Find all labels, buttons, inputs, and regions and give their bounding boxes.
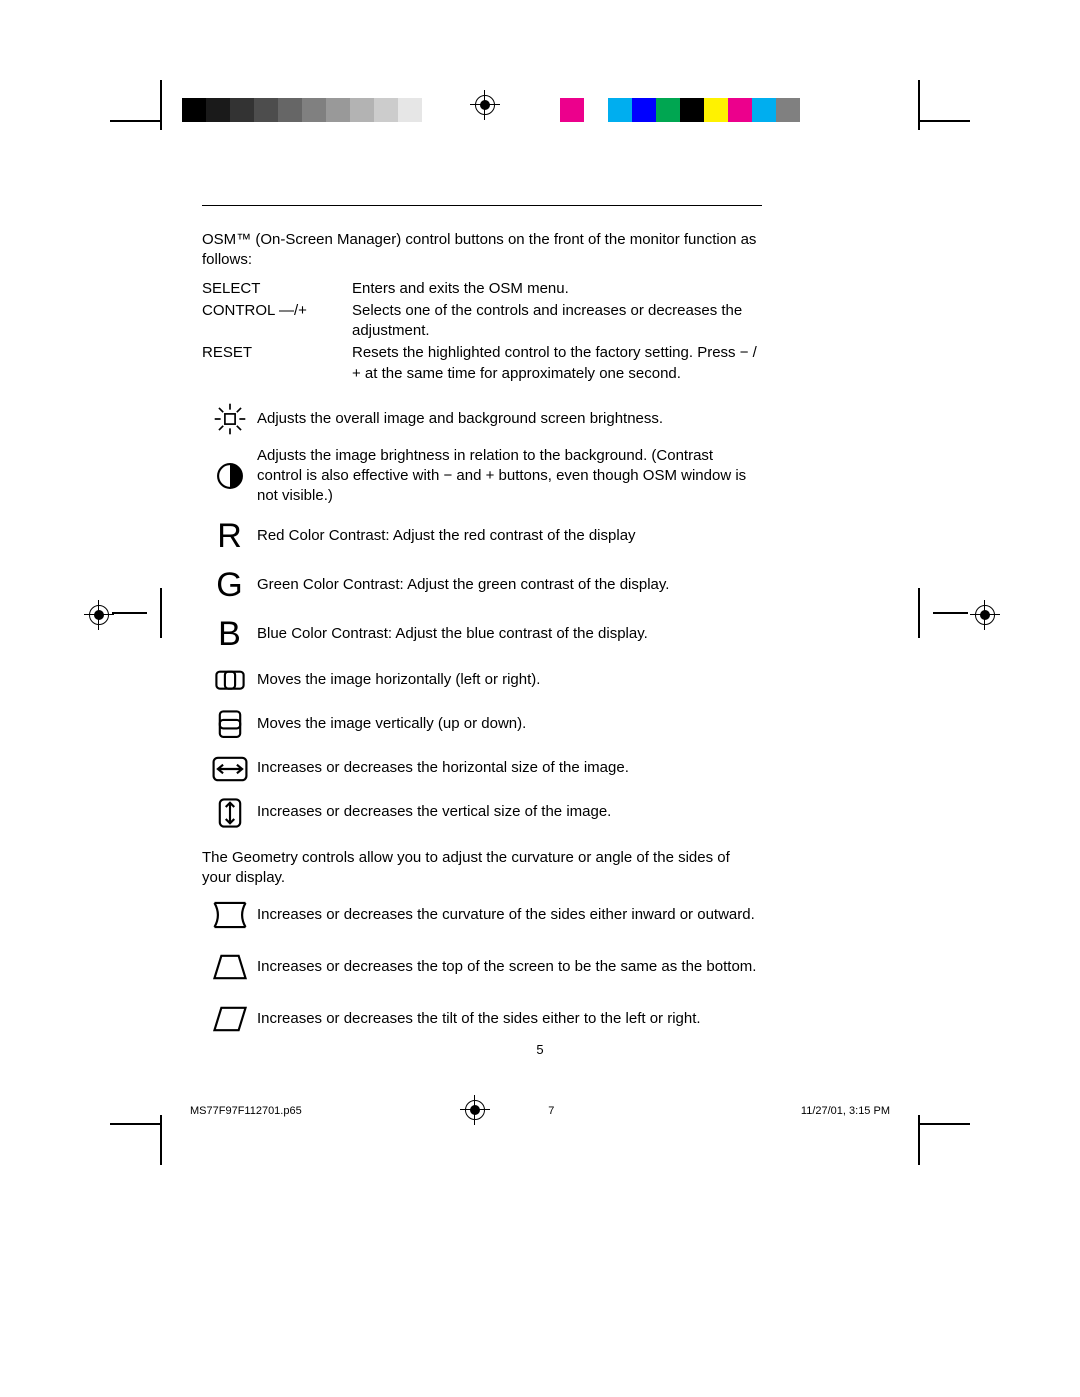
- row-green: G Green Color Contrast: Adjust the green…: [202, 566, 762, 605]
- row-contrast: Adjusts the image brightness in relation…: [202, 446, 762, 507]
- trapezoid-icon: [202, 950, 257, 984]
- row-v-size: Increases or decreases the vertical size…: [202, 796, 762, 830]
- color-bar: [560, 98, 824, 122]
- crop-mark: [920, 1123, 970, 1125]
- row-pincushion: Increases or decreases the curvature of …: [202, 898, 762, 932]
- parallelogram-icon: [202, 1002, 257, 1036]
- row-desc: Increases or decreases the top of the sc…: [257, 957, 762, 977]
- pincushion-icon: [202, 898, 257, 932]
- crop-mark: [110, 1123, 160, 1125]
- swatch: [800, 98, 824, 122]
- document-body: OSM™ (On-Screen Manager) control buttons…: [202, 205, 762, 1036]
- b-letter-icon: B: [202, 615, 257, 654]
- row-desc: Green Color Contrast: Adjust the green c…: [257, 575, 762, 595]
- intro-text: OSM™ (On-Screen Manager) control buttons…: [202, 230, 762, 271]
- brightness-icon: [202, 402, 257, 436]
- swatch: [350, 98, 374, 122]
- row-brightness: Adjusts the overall image and background…: [202, 402, 762, 436]
- control-label: SELECT: [202, 279, 352, 299]
- swatch: [278, 98, 302, 122]
- control-label: RESET: [202, 343, 352, 384]
- swatch: [560, 98, 584, 122]
- row-desc: Increases or decreases the tilt of the s…: [257, 1009, 762, 1029]
- bottom-crop-marks: [0, 1115, 1080, 1175]
- swatch: [374, 98, 398, 122]
- swatch: [398, 98, 422, 122]
- v-size-icon: [202, 796, 257, 830]
- row-desc: Increases or decreases the curvature of …: [257, 905, 762, 925]
- row-red: R Red Color Contrast: Adjust the red con…: [202, 517, 762, 556]
- row-desc: Adjusts the overall image and background…: [257, 409, 762, 429]
- swatch: [584, 98, 608, 122]
- row-parallelogram: Increases or decreases the tilt of the s…: [202, 1002, 762, 1036]
- swatch: [680, 98, 704, 122]
- grayscale-bar: [182, 98, 446, 122]
- left-crop-marks: [112, 588, 162, 638]
- swatch: [230, 98, 254, 122]
- crop-mark: [918, 1115, 920, 1165]
- row-v-position: Moves the image vertically (up or down).: [202, 708, 762, 742]
- control-row-reset: RESET Resets the highlighted control to …: [202, 343, 762, 384]
- control-desc: Enters and exits the OSM menu.: [352, 279, 762, 299]
- row-desc: Adjusts the image brightness in relation…: [257, 446, 762, 507]
- control-desc: Resets the highlighted control to the fa…: [352, 343, 762, 384]
- swatch: [206, 98, 230, 122]
- contrast-icon: [202, 459, 257, 493]
- row-desc: Increases or decreases the horizontal si…: [257, 758, 762, 778]
- swatch: [254, 98, 278, 122]
- crop-mark: [160, 1115, 162, 1165]
- geometry-paragraph: The Geometry controls allow you to adjus…: [202, 848, 762, 889]
- swatch: [656, 98, 680, 122]
- control-desc: Selects one of the controls and increase…: [352, 301, 762, 342]
- control-row-select: SELECT Enters and exits the OSM menu.: [202, 279, 762, 299]
- g-letter-icon: G: [202, 566, 257, 605]
- control-label: CONTROL —/+: [202, 301, 352, 342]
- swatch: [302, 98, 326, 122]
- r-letter-icon: R: [202, 517, 257, 556]
- registration-mark-icon: [84, 600, 114, 630]
- right-crop-marks: [918, 588, 968, 638]
- crop-mark: [918, 80, 920, 130]
- row-desc: Moves the image vertically (up or down).: [257, 714, 762, 734]
- swatch: [776, 98, 800, 122]
- crop-mark: [160, 80, 162, 130]
- crop-mark: [920, 120, 970, 122]
- swatch: [632, 98, 656, 122]
- registration-mark-icon: [970, 600, 1000, 630]
- page-number: 5: [0, 1042, 1080, 1057]
- page: OSM™ (On-Screen Manager) control buttons…: [0, 0, 1080, 1397]
- row-desc: Red Color Contrast: Adjust the red contr…: [257, 526, 762, 546]
- control-row-control: CONTROL —/+ Selects one of the controls …: [202, 301, 762, 342]
- swatch: [422, 98, 446, 122]
- top-crop-marks: [0, 80, 1080, 140]
- row-h-size: Increases or decreases the horizontal si…: [202, 752, 762, 786]
- swatch: [752, 98, 776, 122]
- swatch: [182, 98, 206, 122]
- swatch: [326, 98, 350, 122]
- row-desc: Moves the image horizontally (left or ri…: [257, 670, 762, 690]
- rule: [202, 205, 762, 206]
- registration-mark-icon: [470, 90, 500, 120]
- swatch: [728, 98, 752, 122]
- swatch: [608, 98, 632, 122]
- crop-mark: [110, 120, 160, 122]
- v-position-icon: [202, 708, 257, 742]
- row-desc: Increases or decreases the vertical size…: [257, 802, 762, 822]
- row-blue: B Blue Color Contrast: Adjust the blue c…: [202, 615, 762, 654]
- h-size-icon: [202, 752, 257, 786]
- swatch: [704, 98, 728, 122]
- row-h-position: Moves the image horizontally (left or ri…: [202, 664, 762, 698]
- row-trapezoid: Increases or decreases the top of the sc…: [202, 950, 762, 984]
- row-desc: Blue Color Contrast: Adjust the blue con…: [257, 624, 762, 644]
- h-position-icon: [202, 664, 257, 698]
